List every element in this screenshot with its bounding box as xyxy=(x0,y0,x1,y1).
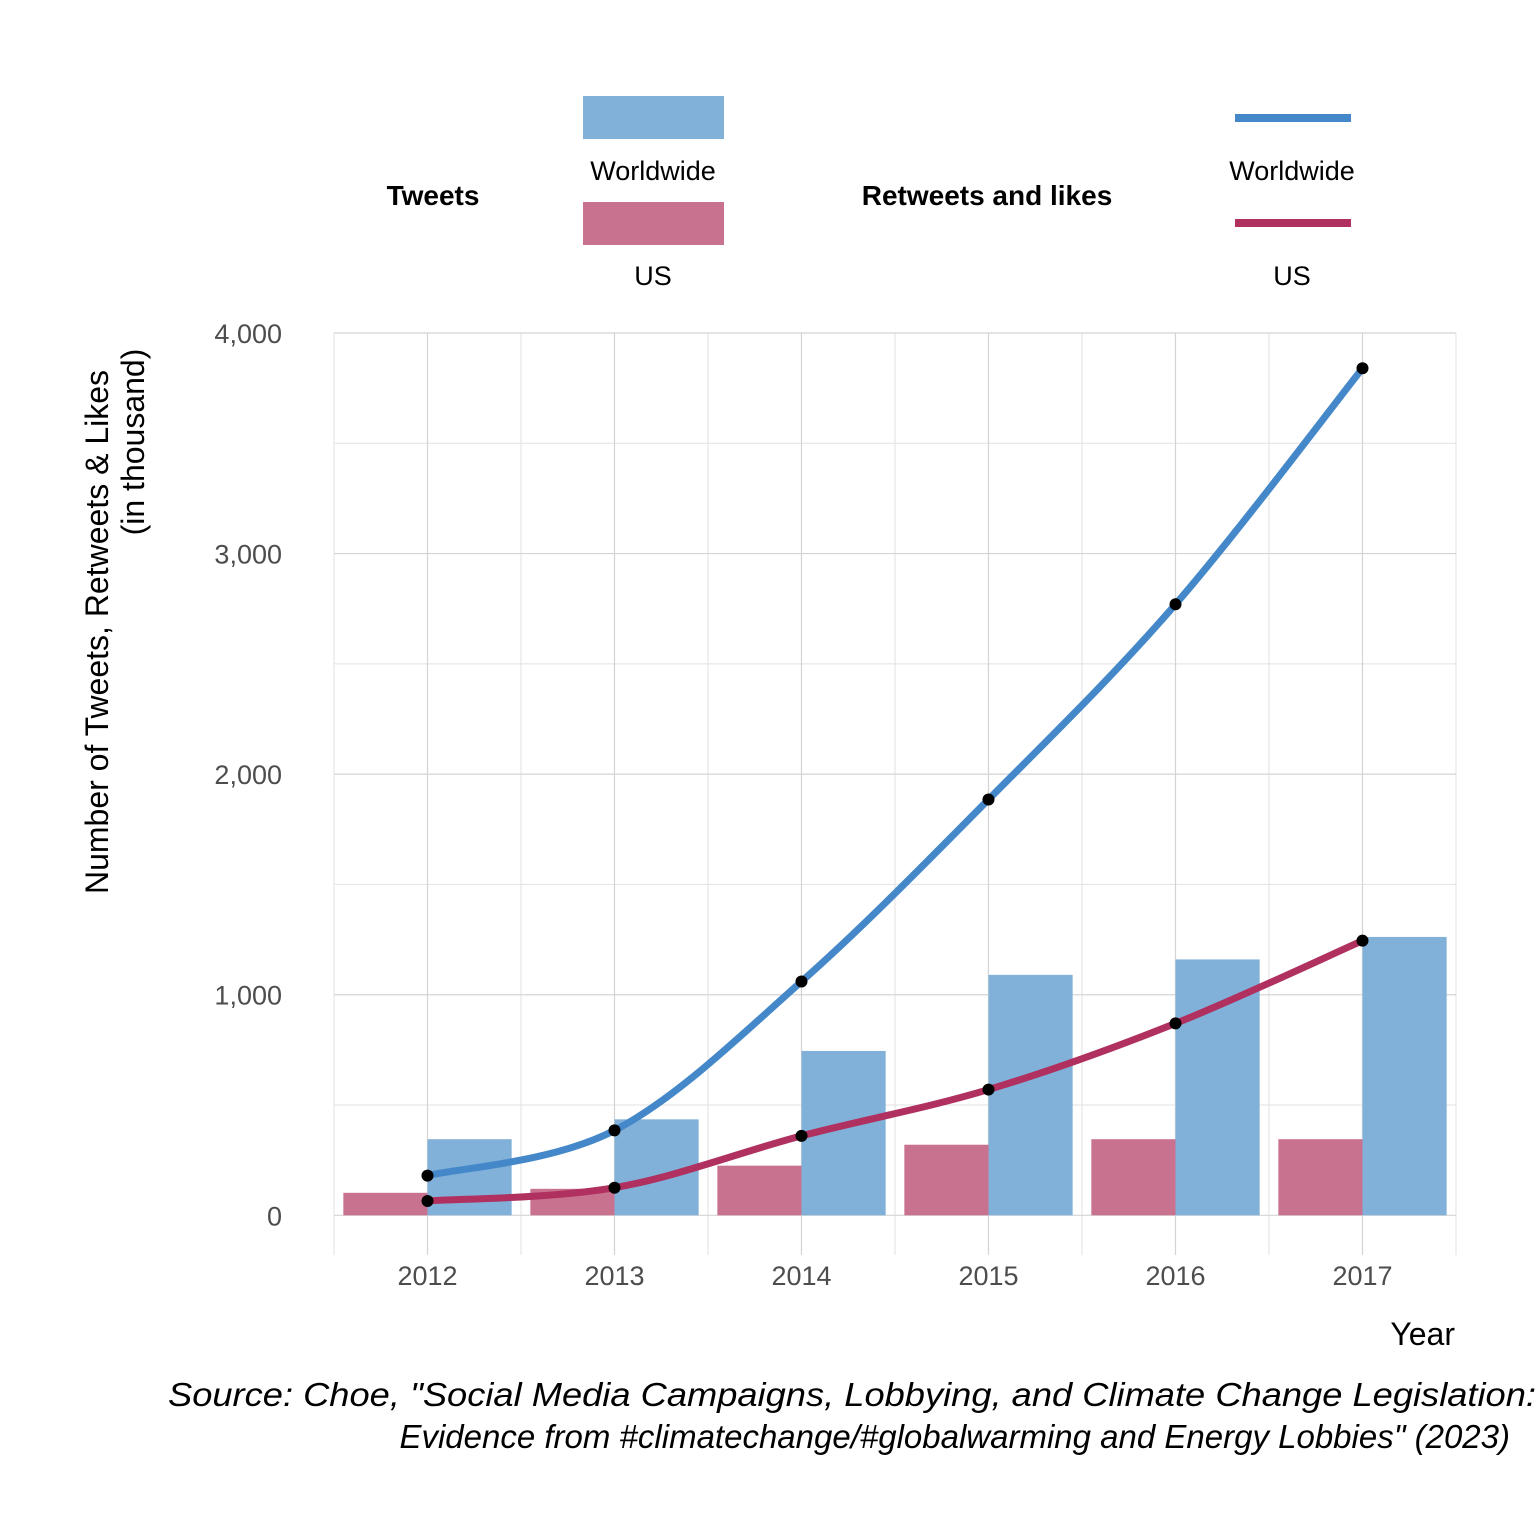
point-retweets-worldwide-2014 xyxy=(795,975,808,988)
legend-label-retweets-us: US xyxy=(1273,261,1311,291)
bar-tweets-worldwide-2012 xyxy=(427,1139,512,1216)
y-tick-label: 4,000 xyxy=(214,319,282,349)
points xyxy=(421,362,1369,1207)
point-retweets-worldwide-2016 xyxy=(1169,598,1182,611)
bar-tweets-us-2015 xyxy=(904,1144,989,1216)
point-retweets-worldwide-2012 xyxy=(421,1169,434,1182)
bar-tweets-worldwide-2015 xyxy=(988,974,1073,1216)
bar-tweets-us-2012 xyxy=(343,1192,428,1216)
point-retweets-worldwide-2015 xyxy=(982,793,995,806)
bar-tweets-us-2017 xyxy=(1278,1139,1363,1216)
point-retweets-us-2013 xyxy=(608,1181,621,1194)
point-retweets-us-2016 xyxy=(1169,1017,1182,1030)
x-tick-label: 2017 xyxy=(1332,1261,1392,1291)
x-axis-title: Year xyxy=(1390,1316,1455,1352)
point-retweets-worldwide-2013 xyxy=(608,1124,621,1137)
bar-tweets-worldwide-2016 xyxy=(1175,959,1260,1216)
bar-tweets-worldwide-2017 xyxy=(1362,936,1447,1216)
legend-label-tweets-us: US xyxy=(634,261,672,291)
y-axis-title: Number of Tweets, Retweets & Likes xyxy=(79,370,115,894)
point-retweets-worldwide-2017 xyxy=(1356,362,1369,375)
legend-key-tweets-us xyxy=(583,202,724,245)
legend-label-tweets-worldwide: Worldwide xyxy=(590,156,716,186)
point-retweets-us-2012 xyxy=(421,1194,434,1207)
y-tick-label: 2,000 xyxy=(214,760,282,790)
legend-title-retweets: Retweets and likes xyxy=(862,180,1113,211)
y-tick-label: 0 xyxy=(267,1201,282,1231)
axes: 0 1,000 2,000 3,000 4,000 2012 2013 2014 2015 201… xyxy=(214,319,1392,1291)
point-retweets-us-2014 xyxy=(795,1129,808,1142)
legend-label-retweets-worldwide: Worldwide xyxy=(1229,156,1355,186)
x-tick-label: 2016 xyxy=(1145,1261,1205,1291)
caption-line-2: Evidence from #climatechange/#globalwarm… xyxy=(399,1418,1510,1455)
y-tick-label: 1,000 xyxy=(214,981,282,1011)
x-tick-label: 2014 xyxy=(771,1261,831,1291)
legend: Tweets Worldwide US Retweets and likes W… xyxy=(387,96,1355,291)
x-tick-label: 2013 xyxy=(584,1261,644,1291)
legend-key-tweets-worldwide xyxy=(583,96,724,139)
x-tick-label: 2012 xyxy=(397,1261,457,1291)
point-retweets-us-2017 xyxy=(1356,934,1369,947)
bar-tweets-us-2016 xyxy=(1091,1139,1176,1216)
bar-tweets-us-2014 xyxy=(717,1165,802,1216)
point-retweets-us-2015 xyxy=(982,1083,995,1096)
line-retweets-us xyxy=(427,937,1364,1205)
bars xyxy=(343,936,1447,1216)
x-tick-label: 2015 xyxy=(958,1261,1018,1291)
y-axis-subtitle: (in thousand) xyxy=(115,349,151,536)
legend-title-tweets: Tweets xyxy=(387,180,480,211)
caption-line-1: Source: Choe, "Social Media Campaigns, L… xyxy=(168,1376,1536,1413)
y-tick-label: 3,000 xyxy=(214,540,282,570)
